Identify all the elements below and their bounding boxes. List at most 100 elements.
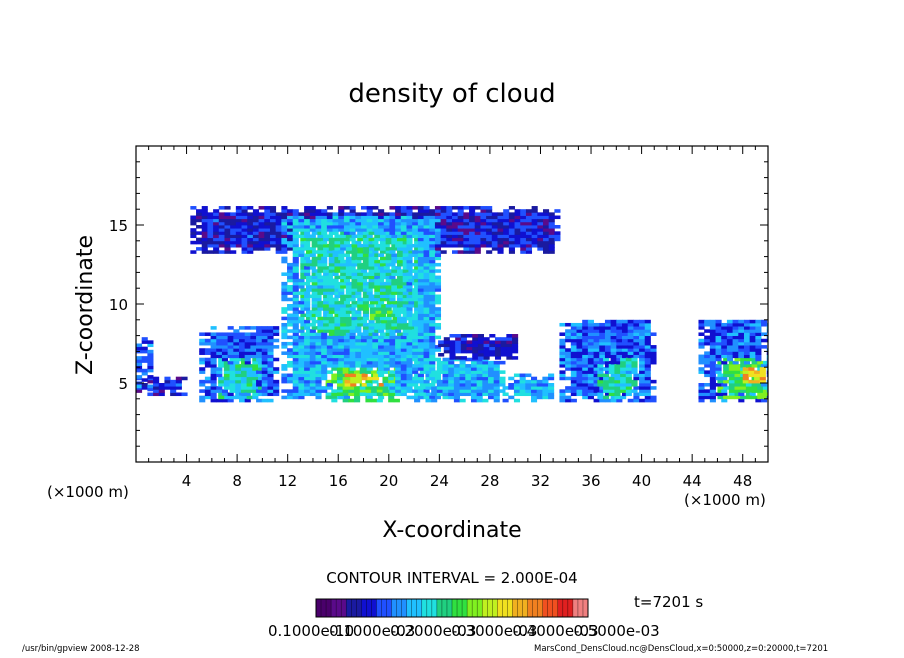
cloud-cell	[440, 234, 447, 239]
cloud-cell	[721, 392, 728, 397]
cloud-cell	[241, 243, 248, 248]
cloud-cell	[196, 215, 203, 220]
cloud-cell	[372, 357, 379, 362]
cloud-cell	[287, 351, 294, 355]
cloud-cell	[287, 240, 294, 245]
cloud-cell	[587, 373, 594, 378]
cloud-cell	[728, 364, 735, 368]
cloud-cell	[199, 389, 206, 393]
cloud-cell	[292, 313, 299, 318]
cloud-cell	[239, 354, 246, 359]
cloud-cell	[164, 386, 171, 390]
cloud-cell	[383, 218, 390, 223]
cloud-cell	[616, 329, 623, 333]
cloud-cell	[412, 345, 419, 349]
cloud-cell	[738, 338, 745, 343]
cloud-cell	[633, 386, 640, 390]
cloud-cell	[531, 221, 538, 226]
cloud-cell	[476, 379, 483, 384]
cloud-cell	[639, 329, 646, 333]
cloud-cell	[508, 228, 515, 232]
cloud-cell	[321, 338, 328, 343]
cloud-cell	[309, 389, 316, 393]
colorbar-swatch	[341, 599, 347, 617]
cloud-cell	[224, 215, 231, 220]
cloud-cell	[229, 383, 236, 387]
cloud-cell	[440, 231, 447, 235]
cloud-cell	[287, 389, 294, 393]
cloud-cell	[459, 360, 466, 365]
cloud-cell	[199, 379, 206, 384]
cloud-cell	[345, 256, 352, 261]
cloud-cell	[491, 221, 498, 226]
cloud-cell	[397, 256, 404, 261]
cloud-cell	[298, 300, 305, 305]
cloud-cell	[379, 250, 387, 254]
cloud-cell	[587, 351, 594, 355]
cloud-cell	[391, 288, 398, 292]
cloud-cell	[235, 357, 242, 362]
cloud-cell	[431, 386, 438, 390]
cloud-cell	[414, 256, 421, 261]
cloud-cell	[721, 398, 728, 403]
cloud-cell	[469, 206, 476, 210]
cloud-cell	[349, 225, 356, 229]
cloud-cell	[292, 240, 299, 245]
cloud-cell	[328, 237, 335, 242]
cloud-cell	[622, 329, 629, 333]
cloud-cell	[317, 307, 324, 311]
cloud-cell	[244, 341, 251, 346]
cloud-cell	[717, 389, 724, 393]
cloud-cell	[751, 386, 758, 390]
cloud-cell	[423, 275, 430, 280]
cloud-cell	[267, 370, 274, 374]
cloud-cell	[298, 228, 305, 232]
cloud-cell	[417, 240, 424, 245]
colorbar-swatch	[492, 599, 498, 617]
cloud-cell	[204, 392, 211, 397]
cloud-cell	[740, 383, 747, 387]
cloud-cell	[141, 359, 148, 363]
cloud-cell	[650, 395, 657, 400]
cloud-cell	[391, 234, 398, 239]
cloud-cell	[429, 376, 436, 381]
cloud-cell	[721, 338, 728, 343]
cloud-cell	[417, 310, 424, 314]
cloud-cell	[565, 367, 572, 371]
cloud-cell	[491, 243, 498, 248]
cloud-cell	[385, 256, 392, 261]
cloud-cell	[241, 240, 248, 245]
cloud-cell	[392, 316, 399, 321]
cloud-cell	[371, 392, 378, 397]
cloud-cell	[503, 228, 510, 232]
cloud-cell	[328, 291, 335, 295]
cloud-cell	[281, 259, 288, 264]
cloud-cell	[292, 215, 299, 220]
cloud-cell	[210, 335, 217, 340]
cloud-cell	[201, 243, 208, 248]
cloud-cell	[252, 209, 260, 213]
cloud-cell	[620, 357, 627, 362]
cloud-cell	[620, 364, 627, 368]
cloud-cell	[748, 379, 755, 384]
cloud-cell	[326, 250, 333, 254]
cloud-cell	[292, 307, 299, 311]
cloud-cell	[345, 250, 352, 254]
cloud-cell	[221, 357, 229, 362]
cloud-cell	[224, 218, 231, 223]
cloud-cell	[570, 341, 577, 346]
cloud-cell	[429, 278, 436, 283]
cloud-cell	[627, 348, 634, 352]
cloud-cell	[300, 297, 307, 302]
cloud-cell	[732, 326, 739, 330]
cloud-cell	[230, 237, 237, 242]
cloud-cell	[235, 218, 242, 223]
cloud-cell	[443, 349, 450, 354]
cloud-cell	[175, 386, 182, 390]
cloud-cell	[357, 269, 364, 273]
cloud-cell	[519, 376, 526, 381]
cloud-cell	[287, 364, 294, 368]
cloud-cell	[715, 367, 722, 371]
cloud-cell	[412, 250, 419, 254]
